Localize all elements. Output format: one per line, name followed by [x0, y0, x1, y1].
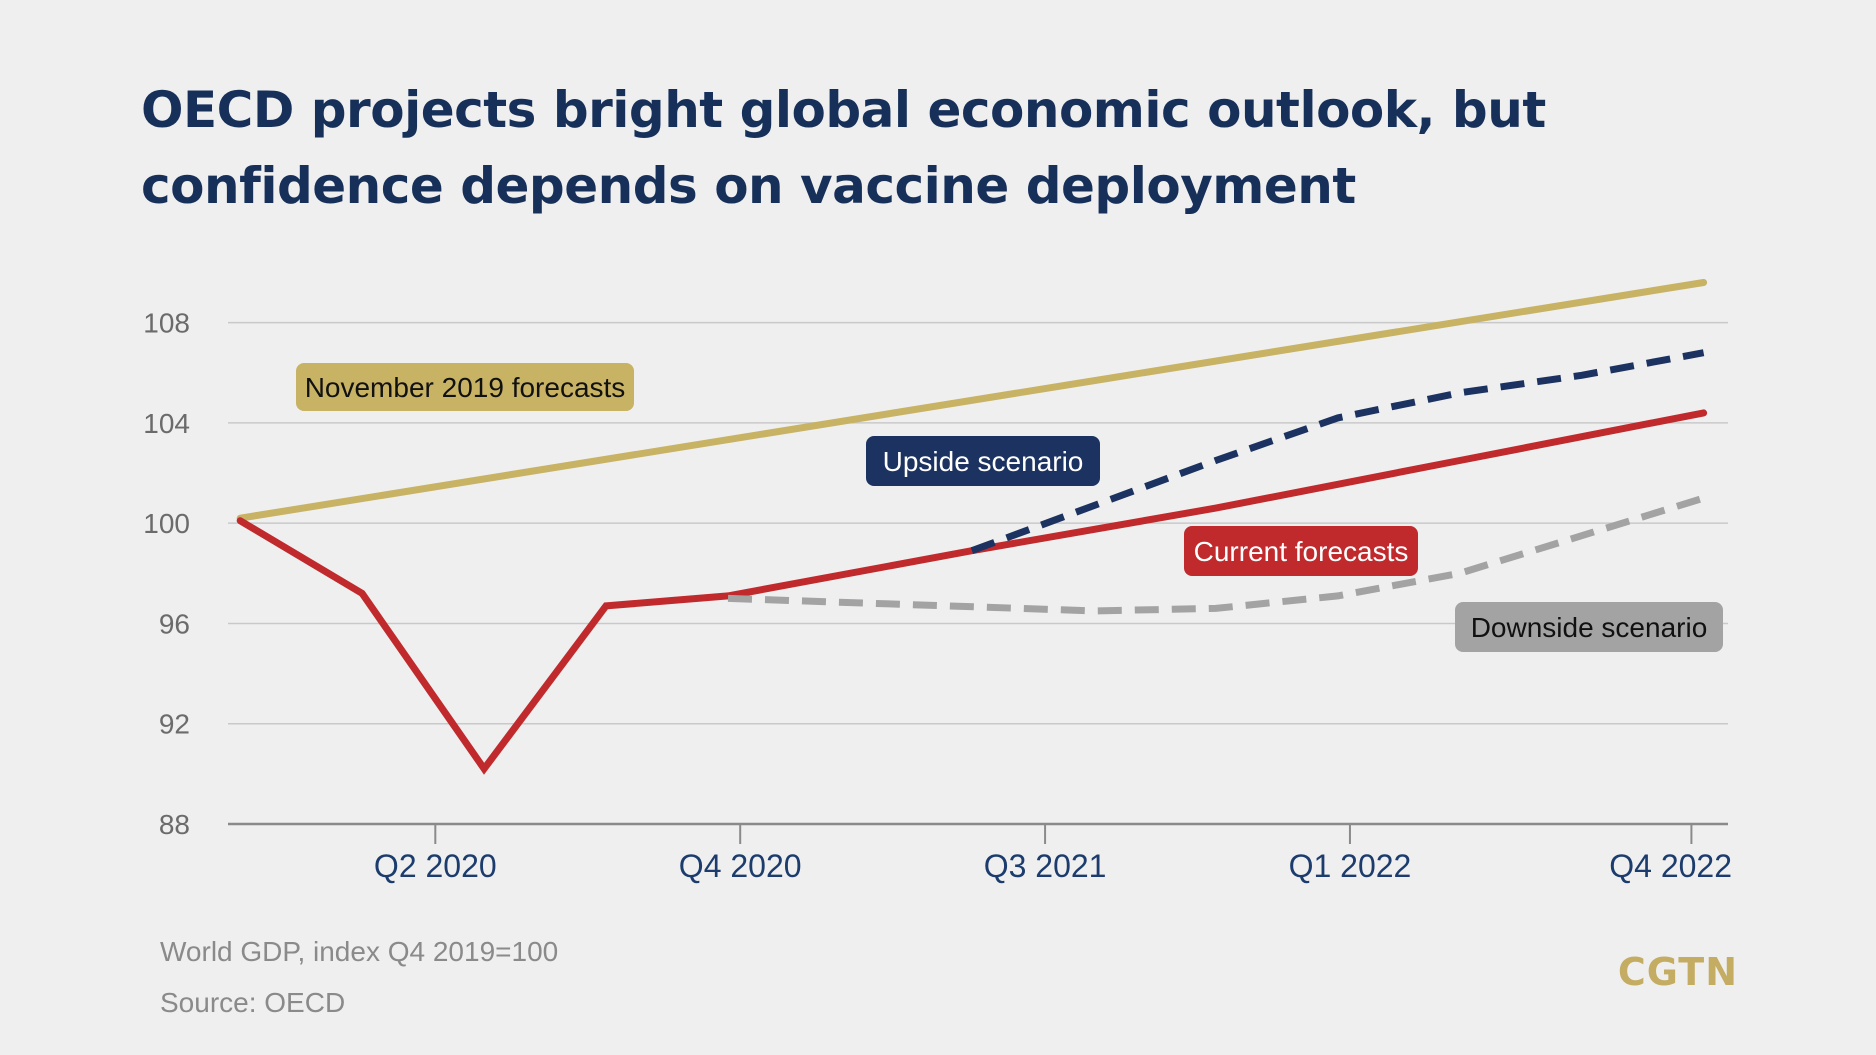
y-tick-label: 108	[143, 308, 190, 339]
series-label-0: November 2019 forecasts	[296, 363, 634, 411]
x-tick-label: Q1 2022	[1289, 848, 1412, 884]
x-tick-label: Q4 2022	[1609, 848, 1732, 884]
series-label-3: Downside scenario	[1455, 602, 1723, 652]
x-tick-label: Q2 2020	[374, 848, 497, 884]
series-lines	[236, 279, 1708, 775]
y-tick-label: 92	[159, 709, 190, 740]
series-label-text: Downside scenario	[1471, 612, 1708, 643]
series-line-november-2019-forecasts	[236, 279, 1708, 522]
series-label-box	[1184, 526, 1418, 576]
series-label-box	[1455, 602, 1723, 652]
series-label-1: Upside scenario	[866, 436, 1100, 486]
series-labels: November 2019 forecasts Upside scenario Cu…	[296, 363, 1723, 652]
series-line-current-forecasts	[236, 409, 1708, 775]
x-axis: Q2 2020 Q4 2020 Q3 2021 Q1 2022 Q4 2022	[228, 822, 1732, 884]
series-label-text: Current forecasts	[1194, 536, 1409, 567]
x-tick-label: Q4 2020	[679, 848, 802, 884]
cgtn-logo: CGTN	[1617, 950, 1738, 994]
y-tick-label: 96	[159, 608, 190, 639]
source-note: Source: OECD	[160, 987, 346, 1018]
series-label-text: November 2019 forecasts	[305, 372, 626, 403]
series-label-text: Upside scenario	[883, 446, 1084, 477]
series-label-2: Current forecasts	[1184, 526, 1418, 576]
y-tick-label: 104	[143, 408, 190, 439]
series-label-box	[866, 436, 1100, 486]
y-axis: 88 92 96 100 104 108	[143, 308, 190, 840]
y-tick-label: 88	[159, 809, 190, 840]
series-label-box	[296, 363, 634, 411]
chart-title: OECD projects bright global economic out…	[141, 81, 1546, 215]
series-line-upside-scenario	[970, 349, 1705, 554]
y-tick-label: 100	[143, 508, 190, 539]
unit-note: World GDP, index Q4 2019=100	[160, 936, 559, 967]
series-line-downside-scenario	[727, 494, 1705, 615]
x-tick-label: Q3 2021	[984, 848, 1107, 884]
